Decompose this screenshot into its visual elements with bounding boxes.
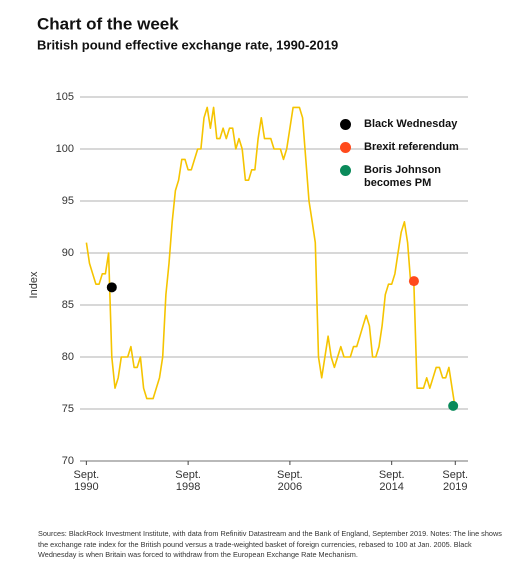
y-axis-label: Index <box>28 271 40 298</box>
legend-swatch <box>340 165 351 176</box>
y-tick-label: 80 <box>62 351 74 363</box>
x-tick-label: Sept. 1990 <box>74 469 100 493</box>
chart-title: Chart of the week <box>37 14 179 33</box>
x-tick-label: Sept. 2019 <box>442 469 468 493</box>
x-tick-label: Sept. 2006 <box>277 469 303 493</box>
y-tick-label: 100 <box>56 143 74 155</box>
y-tick-label: 95 <box>62 195 74 207</box>
legend-label: Brexit referendum <box>364 141 459 153</box>
source-note: Sources: BlackRock Investment Institute,… <box>38 529 502 559</box>
legend: Black Wednesday Brexit referendum Boris Jo… <box>340 118 490 200</box>
x-tick-label: Sept. 2014 <box>379 469 405 493</box>
legend-swatch <box>340 142 351 153</box>
legend-label: Boris Johnson becomes PM <box>364 164 442 189</box>
event-marker <box>408 276 419 287</box>
y-tick-label: 85 <box>62 299 74 311</box>
event-marker <box>106 282 117 293</box>
y-tick-label: 90 <box>62 247 74 259</box>
legend-item: Boris Johnson becomes PM <box>340 164 454 190</box>
chart-subtitle: British pound effective exchange rate, 1… <box>37 37 338 52</box>
event-marker <box>448 400 459 411</box>
y-tick-label: 70 <box>62 455 74 467</box>
x-tick-label: Sept. 1998 <box>175 469 201 493</box>
legend-swatch <box>340 119 351 130</box>
y-tick-label: 105 <box>56 91 74 103</box>
legend-item: Brexit referendum <box>340 141 490 154</box>
legend-label: Black Wednesday <box>364 118 458 130</box>
legend-item: Black Wednesday <box>340 118 490 131</box>
y-tick-label: 75 <box>62 403 74 415</box>
data-line <box>85 106 457 410</box>
